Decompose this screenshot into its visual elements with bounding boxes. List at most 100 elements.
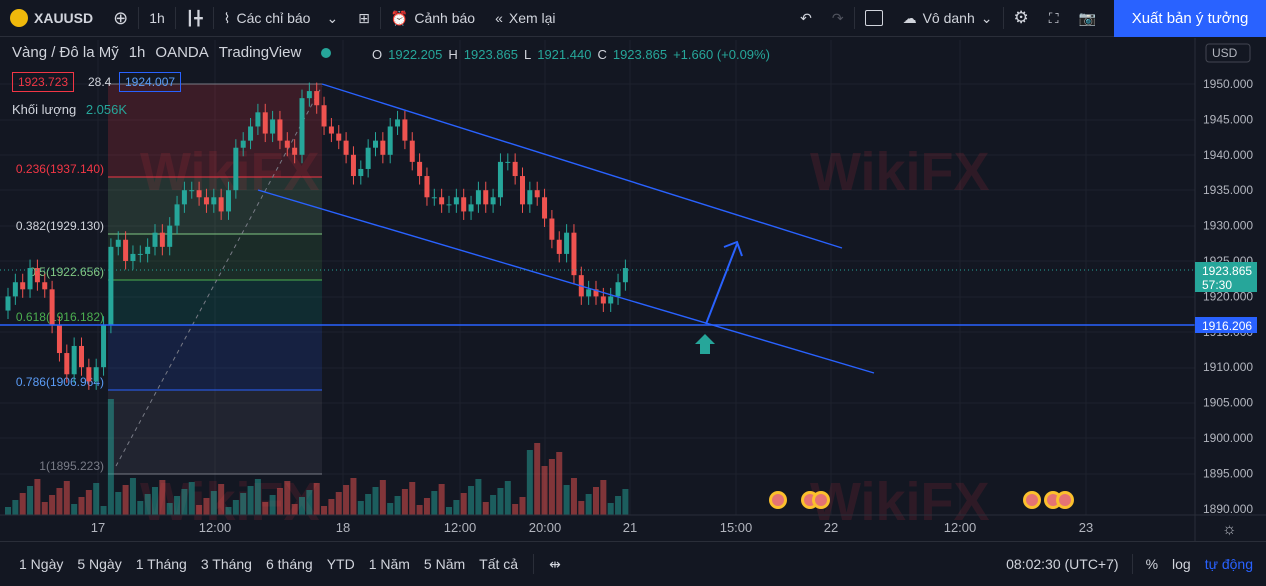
price-tick: 1935.000 [1203, 183, 1253, 197]
trend-channel-lower[interactable] [257, 189, 875, 374]
auto-scale-toggle[interactable]: tự động [1204, 556, 1253, 572]
date-range-icon[interactable]: ⇹ [549, 555, 561, 572]
high-value: 1923.865 [463, 47, 518, 62]
fib-zone-3 [108, 280, 322, 325]
clock-timezone[interactable]: 08:02:30 (UTC+7) [1006, 556, 1119, 572]
settings-button[interactable]: ⚙ [1004, 0, 1039, 37]
time-tick: 15:00 [720, 520, 753, 535]
snapshot-button[interactable]: 📷 [1069, 0, 1106, 37]
low-value: 1921.440 [537, 47, 592, 62]
account-label: Vô danh [922, 10, 975, 26]
time-tick: 12:00 [944, 520, 977, 535]
forecast-arrow[interactable] [705, 243, 738, 325]
range-all[interactable]: Tất cả [479, 556, 519, 572]
undo-icon: ↶ [800, 9, 812, 26]
divider [138, 7, 140, 29]
fib-label-2: 0.5(1922.656) [29, 265, 104, 279]
economic-events[interactable] [769, 491, 1074, 509]
symbol-search[interactable]: XAUUSD [0, 0, 103, 37]
symbol-name: Vàng / Đô la Mỹ [12, 44, 119, 61]
grid-icon: ⊞ [358, 9, 370, 26]
log-toggle[interactable]: log [1172, 556, 1191, 572]
indicators-label: Các chỉ báo [236, 10, 311, 26]
alarm-clock-icon: ⏰ [390, 9, 409, 26]
account-button[interactable]: ☁ Vô danh ⌄ [893, 0, 1003, 37]
percent-toggle[interactable]: % [1145, 556, 1159, 572]
buy-button[interactable]: 1924.007 [119, 72, 182, 92]
volume-bars [5, 399, 629, 515]
change-value: +1.660 (+0.09%) [673, 47, 770, 62]
candlesticks [5, 82, 628, 390]
axis-settings-icon[interactable]: ☼ [1222, 521, 1237, 538]
divider [1131, 554, 1133, 574]
interval-button[interactable]: 1h [139, 0, 175, 37]
price-tick: 1905.000 [1203, 396, 1253, 410]
arrow-head-icon [723, 240, 743, 257]
compare-button[interactable]: ⊕ [103, 0, 138, 37]
range-5d[interactable]: 5 Ngày [77, 556, 122, 572]
watermark-text-2: WikiFX [810, 142, 990, 202]
series-legend: Vàng / Đô la Mỹ 1h OANDA TradingView [12, 44, 332, 61]
last-price-badge [1195, 262, 1257, 292]
price-chart[interactable]: 0.236(1937.140) 0.382(1929.130) 0.5(1922… [0, 38, 1266, 541]
divider [853, 7, 855, 29]
range-5y[interactable]: 5 Năm [423, 556, 466, 572]
gear-icon: ⚙ [1013, 8, 1029, 27]
legend-source: OANDA [155, 44, 209, 61]
gold-coin-icon [10, 9, 28, 27]
us-flag-icon-inner [1047, 494, 1059, 506]
fullscreen-button[interactable]: ⛶ [1039, 0, 1069, 37]
chart-type-button[interactable]: ┃╋ [176, 0, 213, 37]
fullscreen-layout-button[interactable] [855, 0, 893, 37]
redo-button[interactable]: ↷ [822, 0, 854, 37]
fib-zone-4 [108, 325, 322, 390]
line-price-badge [1195, 317, 1257, 333]
range-1d[interactable]: 1 Ngày [19, 556, 64, 572]
volume-label: Khối lượng [12, 102, 77, 117]
fib-zone-2 [108, 234, 322, 280]
square-icon [864, 10, 883, 26]
chevron-down-icon: ⌄ [326, 9, 339, 26]
trend-channel-upper[interactable] [321, 83, 843, 249]
price-tick: 1900.000 [1203, 431, 1253, 445]
top-toolbar: XAUUSD ⊕ 1h ┃╋ ⌇ Các chỉ báo ⌄ ⊞ ⏰ Cảnh … [0, 0, 1266, 37]
us-flag-icon-inner [1026, 494, 1038, 506]
range-3m[interactable]: 3 Tháng [200, 556, 252, 572]
up-arrow-marker-icon[interactable] [695, 334, 715, 354]
legend-platform: TradingView [218, 44, 302, 61]
interval-label: 1h [149, 10, 165, 26]
fibonacci-retracement[interactable]: 0.236(1937.140) 0.382(1929.130) 0.5(1922… [16, 83, 323, 475]
indicators-button[interactable]: ⌇ Các chỉ báo ⌄ [214, 0, 349, 37]
alert-button[interactable]: ⏰ Cảnh báo [381, 0, 485, 37]
watermark-text-4: WikiFX [810, 472, 990, 532]
currency-label: USD [1212, 46, 1238, 60]
divider [379, 7, 381, 29]
time-tick: 17 [91, 520, 105, 535]
range-ytd[interactable]: YTD [326, 556, 355, 572]
us-flag-icon-inner [815, 494, 827, 506]
time-tick: 12:00 [444, 520, 477, 535]
camera-icon: 📷 [1078, 9, 1096, 26]
fib-label-1: 0.382(1929.130) [16, 219, 104, 233]
bottom-toolbar: 1 Ngày 5 Ngày 1 Tháng 3 Tháng 6 tháng YT… [0, 541, 1266, 586]
replay-button[interactable]: « Xem lại [485, 0, 565, 37]
ohlc-values: O 1922.205 H 1923.865 L 1921.440 C 1923.865 … [372, 47, 770, 62]
divider [174, 7, 176, 29]
range-1y[interactable]: 1 Năm [368, 556, 410, 572]
fib-label-4: 0.786(1906.964) [16, 375, 104, 389]
currency-selector[interactable] [1205, 43, 1251, 63]
layouts-button[interactable]: ⊞ [348, 0, 380, 37]
publish-idea-button[interactable]: Xuất bản ý tưởng [1114, 0, 1266, 37]
indicators-icon: ⌇ [223, 9, 231, 26]
alert-label: Cảnh báo [414, 10, 476, 26]
range-1m[interactable]: 1 Tháng [135, 556, 187, 572]
sell-button[interactable]: 1923.723 [12, 72, 75, 92]
rewind-icon: « [495, 10, 503, 26]
volume-value: 2.056K [85, 102, 128, 117]
undo-button[interactable]: ↶ [790, 0, 822, 37]
price-tick: 1920.000 [1203, 289, 1253, 303]
market-status-icon [321, 47, 332, 58]
time-tick: 20:00 [529, 520, 562, 535]
range-6m[interactable]: 6 tháng [265, 556, 313, 572]
time-tick: 23 [1079, 520, 1093, 535]
